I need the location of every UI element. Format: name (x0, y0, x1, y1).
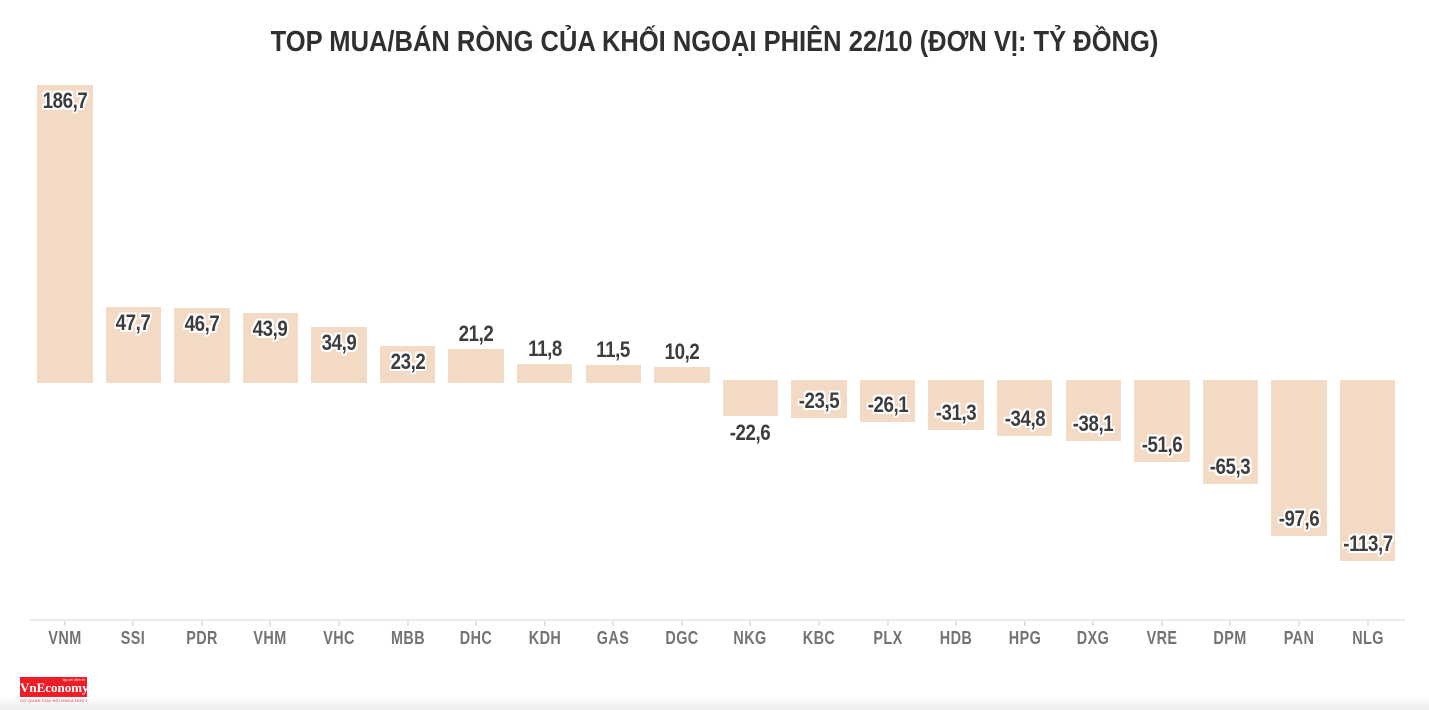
bar-value-label-dpm: -65,3 (1210, 454, 1251, 480)
bar-value-label-vhm: 43,9 (253, 315, 288, 341)
bar-value-label-hdb: -31,3 (935, 399, 977, 425)
x-axis-tick-gas (612, 621, 615, 626)
bar-value-label-plx: -26,1 (867, 391, 908, 417)
x-axis-tick-pdr (200, 621, 203, 626)
x-axis-label-dpm: DPM (1213, 628, 1248, 648)
x-axis-tick-hdb (955, 621, 958, 626)
x-axis-tick-nlg (1366, 621, 1369, 626)
bar-value-label-dgc: 10,2 (664, 338, 700, 364)
x-axis-tick-dxg (1092, 621, 1095, 626)
vneconomy-logo-box: tạp chí điện tử VnEconomy (20, 677, 89, 697)
x-axis-tick-dgc (680, 621, 683, 626)
bar-ssi (105, 306, 162, 383)
bar-hpg (996, 380, 1053, 436)
chart-title: TOP MUA/BÁN RÒNG CỦA KHỐI NGOẠI PHIÊN 22… (270, 26, 1159, 59)
bar-kdh (516, 364, 573, 383)
x-axis-label-plx: PLX (872, 628, 903, 648)
bar-nlg (1339, 380, 1396, 562)
bar-dxg (1065, 380, 1122, 441)
bar-value-label-mbb: 23,2 (390, 348, 425, 374)
bar-value-label-vhc: 34,9 (321, 330, 357, 356)
x-axis-tick-ssi (132, 621, 135, 626)
x-axis-tick-vnm (63, 621, 66, 626)
vneconomy-logo: tạp chí điện tử VnEconomy CƠ QUAN CỦA HỘ… (20, 677, 140, 703)
x-axis-label-pdr: PDR (186, 628, 218, 648)
bar-dhc (448, 349, 504, 383)
bar-value-label-pdr: 46,7 (184, 311, 220, 337)
x-axis-label-nlg: NLG (1351, 628, 1384, 648)
bar-value-label-nlg: -113,7 (1342, 531, 1393, 557)
bar-value-label-hpg: -34,8 (1004, 405, 1045, 431)
bar-value-label-kbc: -23,5 (798, 387, 840, 413)
x-axis-label-dxg: DXG (1077, 628, 1110, 648)
bar-nkg (722, 380, 779, 417)
x-axis-label-kdh: KDH (528, 628, 561, 648)
bar-value-label-pan: -97,6 (1278, 505, 1320, 531)
bar-value-label-kdh: 11,8 (527, 336, 562, 362)
bar-gas (585, 364, 642, 383)
x-axis-tick-plx (886, 621, 889, 626)
x-axis-line (30, 619, 1405, 621)
x-axis-tick-vhc (338, 621, 341, 626)
bar-value-label-ssi: 47,7 (115, 309, 151, 335)
x-axis-label-dgc: DGC (665, 628, 699, 648)
bar-hdb (928, 380, 984, 430)
x-axis-tick-vhm (269, 621, 272, 626)
x-axis-tick-hpg (1023, 621, 1026, 626)
x-axis-label-vnm: VNM (48, 628, 82, 648)
bar-value-label-dhc: 21,2 (458, 321, 494, 347)
bar-plx (859, 380, 916, 422)
bar-dpm (1202, 380, 1259, 485)
x-axis-label-nkg: NKG (733, 628, 768, 648)
bar-vnm (37, 85, 93, 383)
bar-vhm (242, 312, 299, 383)
x-axis-tick-kbc (818, 621, 821, 626)
x-axis-label-hpg: HPG (1008, 628, 1041, 648)
x-axis-tick-dhc (475, 621, 478, 626)
bar-value-label-gas: 11,5 (596, 336, 631, 362)
bar-vhc (311, 327, 367, 383)
x-axis-label-ssi: SSI (121, 628, 146, 648)
x-axis-tick-pan (1298, 621, 1300, 626)
bar-kbc (791, 380, 847, 418)
x-axis-tick-kdh (543, 621, 546, 626)
bar-pan (1271, 380, 1327, 536)
logo-wordmark: VnEconomy (20, 680, 89, 695)
x-axis-label-hdb: HDB (939, 628, 973, 648)
bar-mbb (379, 345, 436, 383)
x-axis-label-pan: PAN (1283, 628, 1315, 648)
x-axis-label-kbc: KBC (802, 628, 836, 648)
x-axis-tick-dpm (1229, 621, 1232, 626)
x-axis-tick-nkg (749, 621, 752, 626)
x-axis-label-vhm: VHM (253, 628, 288, 648)
bar-value-label-dxg: -38,1 (1073, 410, 1114, 436)
x-axis-tick-mbb (406, 621, 409, 626)
x-axis-label-mbb: MBB (390, 628, 425, 648)
bar-pdr (174, 308, 230, 383)
x-axis-label-dhc: DHC (459, 628, 493, 648)
bar-value-label-nkg: -22,6 (730, 420, 771, 446)
x-axis-label-vre: VRE (1146, 628, 1178, 648)
bar-value-label-vnm: 186,7 (42, 88, 88, 114)
bottom-fade-edge (0, 696, 1429, 710)
x-axis-tick-vre (1160, 621, 1163, 626)
logo-top-text: tạp chí điện tử (62, 678, 85, 682)
bar-dgc (654, 366, 710, 383)
bar-value-label-vre: -51,6 (1141, 432, 1183, 458)
x-axis-label-vhc: VHC (323, 628, 355, 648)
x-axis-label-gas: GAS (597, 628, 630, 648)
bar-vre (1134, 380, 1190, 463)
